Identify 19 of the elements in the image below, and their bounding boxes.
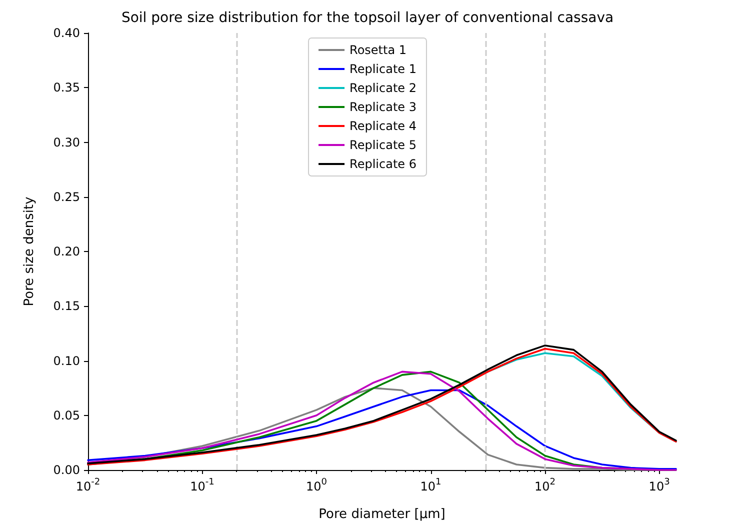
legend-label: Replicate 5 — [350, 138, 416, 152]
legend-label: Rosetta 1 — [350, 43, 407, 57]
legend-label: Replicate 6 — [350, 157, 416, 171]
y-tick-label: 0.10 — [53, 354, 80, 368]
y-tick-label: 0.35 — [53, 80, 80, 95]
y-tick-label: 0.05 — [53, 408, 80, 422]
legend-label: Replicate 4 — [350, 119, 416, 133]
y-axis-title: Pore size density — [22, 196, 37, 306]
legend-label: Replicate 2 — [350, 81, 416, 95]
x-axis-title: Pore diameter [µm] — [318, 507, 446, 522]
legend-label: Replicate 3 — [350, 100, 416, 114]
y-tick-label: 0.15 — [53, 299, 80, 314]
y-tick-label: 0.40 — [53, 26, 80, 40]
chart-title: Soil pore size distribution for the topsoil layer of conventional cassava — [121, 10, 614, 26]
y-tick-label: 0.25 — [53, 190, 80, 204]
y-tick-label: 0.00 — [53, 463, 80, 477]
y-tick-label: 0.20 — [53, 244, 80, 258]
y-tick-label: 0.30 — [53, 135, 80, 150]
legend-label: Replicate 1 — [350, 62, 416, 76]
